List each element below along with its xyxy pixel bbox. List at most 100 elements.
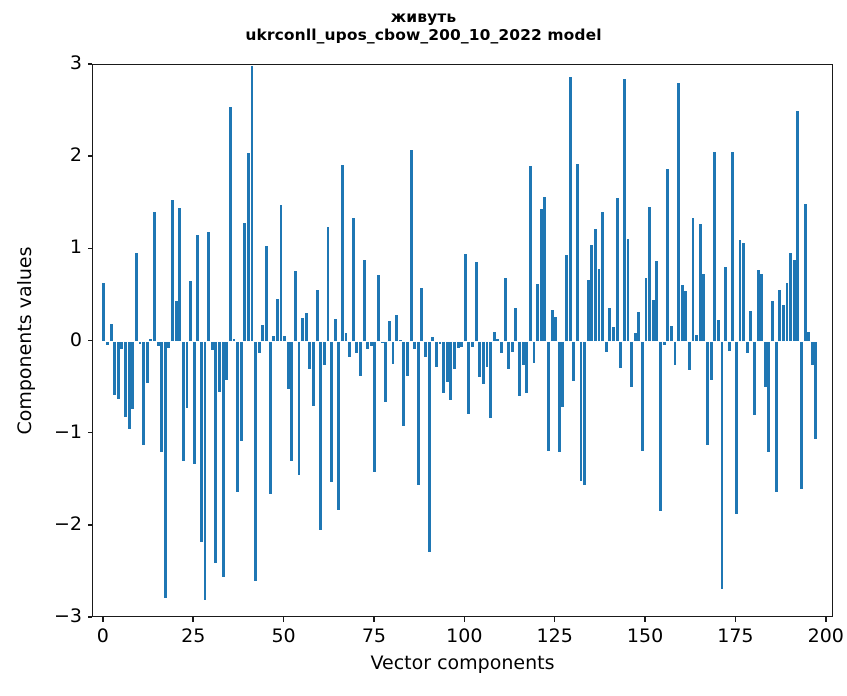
bar [478, 341, 482, 377]
bar [163, 341, 167, 598]
bar [691, 217, 695, 342]
x-tick-mark [553, 617, 556, 622]
bar [749, 311, 753, 342]
bar [756, 269, 760, 342]
bar [510, 341, 514, 352]
bar [532, 341, 536, 363]
bar [637, 312, 641, 342]
bar [659, 341, 662, 512]
bar [406, 341, 409, 376]
bar [572, 341, 576, 382]
bar [254, 341, 258, 582]
bar [192, 341, 196, 465]
bar [709, 341, 713, 381]
bar [445, 341, 449, 383]
bar [633, 333, 637, 342]
bar [669, 325, 673, 342]
bar [387, 321, 391, 342]
bar [500, 341, 503, 354]
bar [463, 253, 467, 342]
x-tick-label: 100 [446, 625, 483, 647]
x-tick-label: 75 [361, 625, 387, 647]
bar [322, 341, 326, 366]
bar [109, 323, 113, 342]
bar [210, 341, 214, 350]
bar [409, 149, 413, 342]
bar [160, 341, 164, 453]
bar [604, 341, 608, 352]
y-tick-label: 3 [69, 52, 82, 74]
bar [800, 341, 803, 489]
bar [308, 341, 312, 370]
bar [720, 341, 724, 589]
x-tick-label: 200 [807, 625, 844, 647]
bar [124, 341, 127, 418]
bar [131, 341, 135, 409]
bar [304, 312, 308, 342]
bar [648, 206, 652, 342]
bar [167, 341, 171, 348]
bar [803, 204, 807, 342]
bar [431, 336, 435, 342]
bar [380, 341, 384, 343]
bar [207, 231, 211, 342]
bar [427, 341, 431, 552]
bar [630, 341, 634, 387]
bar [521, 341, 525, 365]
x-tick-mark [102, 617, 104, 622]
bar [218, 341, 221, 393]
bar [561, 341, 565, 407]
bar [413, 341, 417, 349]
bar [583, 341, 587, 486]
bar [416, 341, 420, 486]
bar [424, 341, 427, 358]
bar-series [93, 65, 832, 616]
bar [518, 341, 521, 396]
bar [742, 242, 746, 342]
bar [377, 275, 380, 342]
bar [640, 341, 644, 452]
bar [781, 304, 785, 342]
bar [261, 324, 265, 342]
bar [199, 341, 203, 543]
x-tick-label: 150 [626, 625, 664, 647]
bar [138, 341, 142, 345]
bar [283, 335, 287, 342]
bar [514, 308, 518, 342]
bar [221, 341, 225, 578]
bar [546, 341, 550, 452]
bar [619, 341, 623, 369]
bar [113, 341, 117, 395]
bar [760, 274, 764, 342]
bar [727, 341, 731, 351]
y-tick-label: −2 [53, 512, 82, 535]
bar [225, 341, 229, 381]
bar [420, 288, 424, 342]
bar [680, 285, 684, 342]
bar [753, 341, 756, 416]
bar [214, 341, 218, 563]
bar [814, 341, 818, 440]
bar [774, 341, 778, 492]
y-tick-mark [87, 616, 92, 618]
bar [395, 314, 399, 342]
bar [601, 211, 605, 342]
bar [243, 222, 247, 342]
bar [492, 332, 496, 342]
bar [644, 277, 648, 342]
bar [662, 341, 666, 346]
bar [293, 270, 297, 342]
bar [666, 169, 670, 342]
bar [153, 212, 156, 342]
x-tick-label: 50 [271, 625, 296, 647]
bar [228, 107, 232, 342]
bar [265, 245, 268, 342]
x-tick-mark [734, 617, 737, 622]
bar [116, 341, 120, 399]
y-tick-mark [87, 155, 92, 157]
bar [178, 207, 182, 342]
bar [106, 341, 109, 346]
bar [398, 339, 402, 342]
bar [713, 151, 717, 342]
